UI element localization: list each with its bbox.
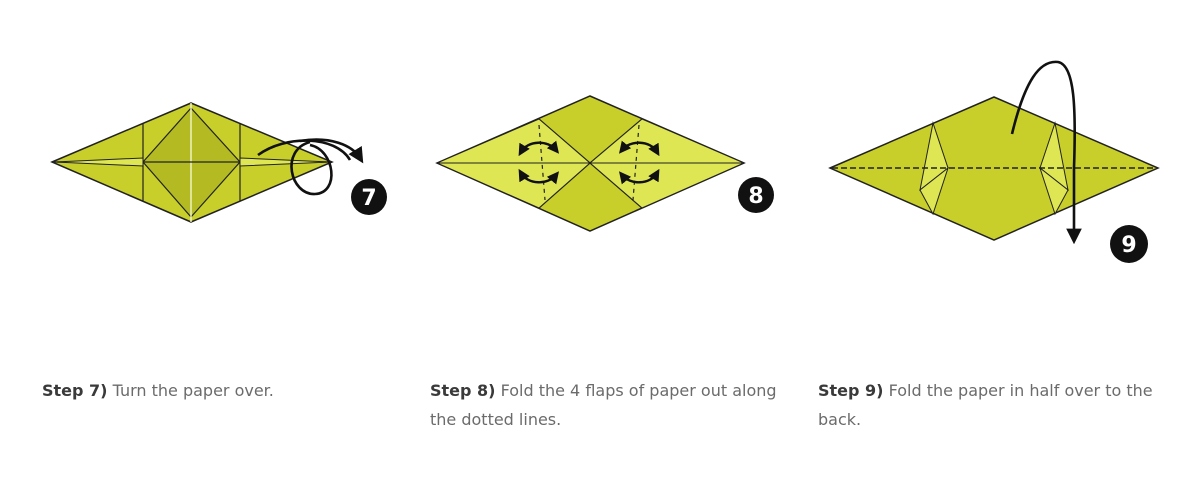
step-9-badge-number: 9: [1121, 233, 1136, 258]
step-7-badge-number: 7: [361, 186, 376, 211]
step-8-caption: Step 8) Fold the 4 flaps of paper out al…: [430, 376, 780, 434]
step-7-label: Step 7): [42, 381, 108, 400]
step-7-illustration: 7: [52, 103, 387, 222]
step-7-text: Turn the paper over.: [113, 381, 274, 400]
step-9-label: Step 9): [818, 381, 884, 400]
step-8-badge-number: 8: [748, 184, 763, 209]
step-9-illustration: 9: [830, 62, 1158, 263]
step-9-caption: Step 9) Fold the paper in half over to t…: [818, 376, 1168, 434]
step-7-caption: Step 7) Turn the paper over.: [42, 376, 392, 405]
origami-diagram: 7 8: [0, 0, 1200, 320]
step-8-illustration: 8: [437, 96, 774, 231]
step-8-label: Step 8): [430, 381, 496, 400]
